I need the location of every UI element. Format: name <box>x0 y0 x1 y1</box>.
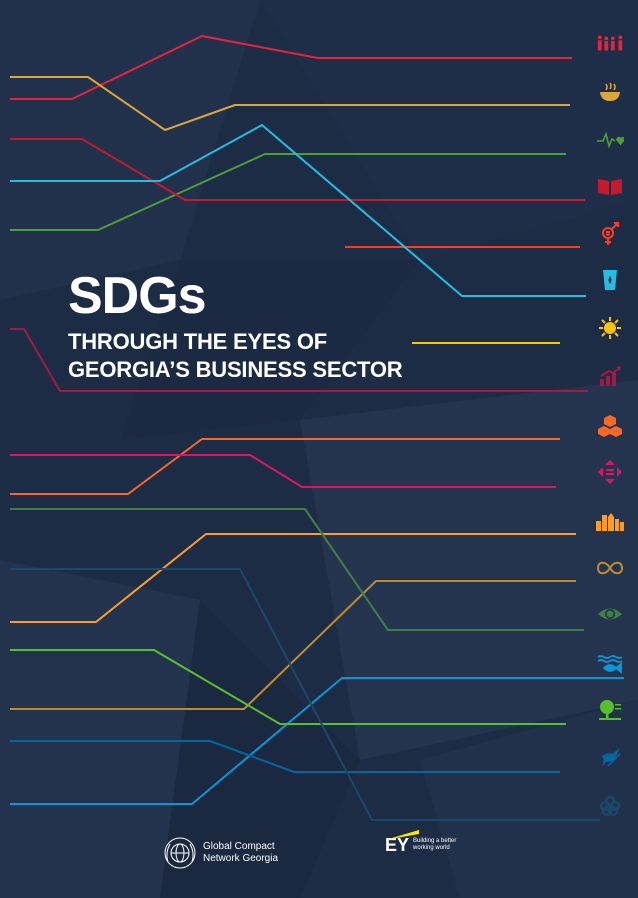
line-goal-17 <box>10 568 600 821</box>
line-goal-3 <box>10 153 566 231</box>
ey-beam-icon <box>385 830 419 840</box>
line-goal-4 <box>10 138 585 201</box>
line-goal-6 <box>10 124 586 297</box>
line-goal-9 <box>10 438 560 495</box>
no-poverty-icon <box>596 31 624 55</box>
global-compact-line-2: Network Georgia <box>203 853 279 864</box>
line-goal-16 <box>10 740 560 773</box>
line-goal-11 <box>10 533 576 623</box>
line-goal-12 <box>10 580 576 710</box>
line-goal-1 <box>10 35 572 100</box>
page-title: SDGs <box>68 267 207 325</box>
climate-action-icon <box>596 602 624 626</box>
decent-work-icon <box>596 364 624 388</box>
gender-equality-icon <box>596 222 624 246</box>
reduced-inequalities-icon <box>596 460 624 484</box>
title-block: SDGs THROUGH THE EYES OF GEORGIA’S BUSIN… <box>68 267 403 384</box>
ey-mark-text: EY <box>385 835 410 855</box>
line-goal-2 <box>10 76 570 131</box>
life-below-water-icon <box>596 652 624 676</box>
ey-tagline-line-2: working world <box>413 845 450 851</box>
sustainable-cities-icon <box>596 508 624 532</box>
global-compact-line-1: Global Compact <box>203 841 275 852</box>
clean-water-icon <box>596 268 624 292</box>
zero-hunger-icon <box>596 80 624 104</box>
line-goal-8 <box>10 328 588 392</box>
line-goal-13 <box>10 508 584 631</box>
global-compact-logo: Global Compact Network Georgia <box>163 836 278 870</box>
life-on-land-icon <box>596 698 624 722</box>
peace-justice-icon <box>596 746 624 770</box>
line-goal-10 <box>10 454 556 488</box>
page-subtitle-line-2: GEORGIA’S BUSINESS SECTOR <box>68 357 403 382</box>
industry-innovation-icon <box>596 414 624 438</box>
line-goal-14 <box>10 677 624 805</box>
quality-education-icon <box>596 174 624 198</box>
ey-logo: EY Building a better working world <box>385 830 457 855</box>
clean-energy-icon <box>596 316 624 340</box>
good-health-icon <box>596 128 624 152</box>
ey-tagline-line-1: Building a better <box>413 838 457 844</box>
un-emblem-icon <box>164 837 196 869</box>
partnerships-icon <box>596 794 624 818</box>
line-goal-15 <box>10 649 566 725</box>
responsible-consumption-icon <box>596 556 624 580</box>
page-subtitle-line-1: THROUGH THE EYES OF <box>68 329 327 354</box>
